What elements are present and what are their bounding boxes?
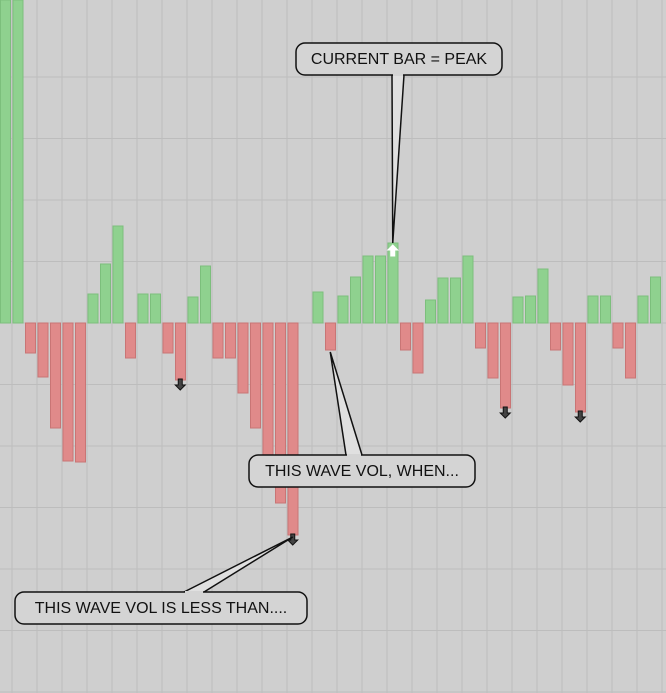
- bar-marker: [574, 410, 587, 423]
- bar: [162, 322, 174, 354]
- bar: [287, 322, 299, 536]
- bar: [400, 322, 411, 351]
- bar: [437, 277, 449, 324]
- bar: [650, 276, 661, 324]
- bar: [462, 255, 474, 324]
- bar: [112, 225, 124, 324]
- bar: [12, 0, 24, 324]
- bar: [412, 322, 424, 374]
- bar: [212, 322, 224, 359]
- bar: [450, 277, 461, 324]
- callout-pointer: [329, 351, 363, 456]
- bar: [525, 295, 536, 324]
- bar: [100, 263, 111, 324]
- bar: [487, 322, 499, 379]
- bar: [425, 299, 436, 324]
- bar: [612, 322, 624, 349]
- bar: [175, 322, 186, 381]
- bar: [512, 296, 524, 324]
- bar: [200, 265, 211, 324]
- bar: [275, 322, 286, 504]
- bar-marker: [174, 378, 187, 391]
- bar: [637, 295, 649, 324]
- bar: [87, 293, 99, 324]
- bar: [337, 295, 349, 324]
- bar: [75, 322, 86, 463]
- bar: [350, 276, 361, 324]
- bar: [250, 322, 261, 429]
- bar: [237, 322, 249, 394]
- bar: [537, 268, 549, 324]
- bar: [225, 322, 236, 359]
- callout-pointer: [183, 536, 294, 593]
- bar-marker: [386, 244, 399, 257]
- callout-box: [14, 591, 308, 625]
- callout-text: CURRENT BAR = PEAK: [311, 51, 488, 68]
- bar: [0, 0, 11, 324]
- bar: [575, 322, 586, 413]
- bar: [25, 322, 36, 354]
- bar: [125, 322, 136, 359]
- callout-pointer: [391, 74, 405, 244]
- bar: [262, 322, 274, 463]
- callout-box: [248, 454, 476, 488]
- callout-text: THIS WAVE VOL, WHEN...: [265, 463, 459, 480]
- callout-text: THIS WAVE VOL IS LESS THAN....: [35, 600, 288, 617]
- bar: [550, 322, 561, 351]
- bar: [625, 322, 636, 379]
- bar: [325, 322, 336, 351]
- bar: [137, 293, 149, 324]
- bar: [62, 322, 74, 462]
- bar: [600, 295, 611, 324]
- bar: [475, 322, 486, 349]
- bar: [587, 295, 599, 324]
- bar: [375, 255, 386, 324]
- bar-marker: [499, 406, 512, 419]
- bar: [362, 255, 374, 324]
- bar: [500, 322, 511, 409]
- bar: [312, 291, 324, 324]
- bar: [150, 293, 161, 324]
- bar: [37, 322, 49, 378]
- bar: [50, 322, 61, 429]
- bar: [562, 322, 574, 386]
- bar: [187, 296, 199, 324]
